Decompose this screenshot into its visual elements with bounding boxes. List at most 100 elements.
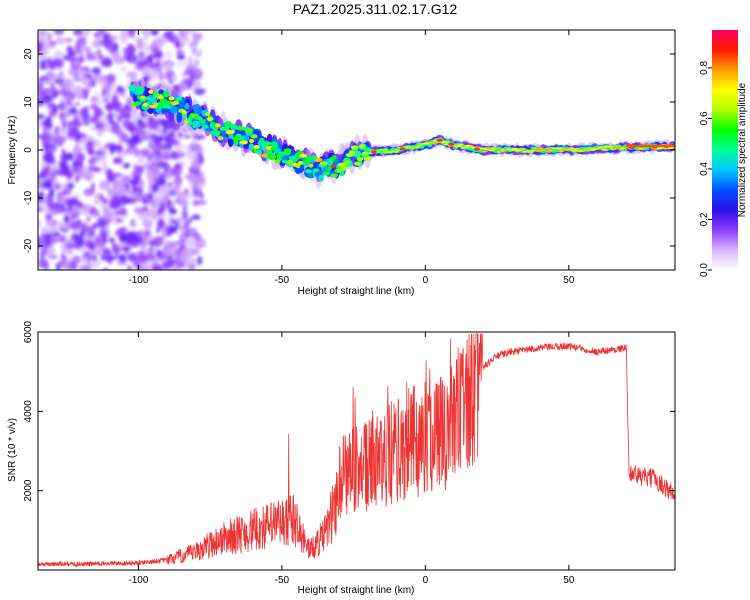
spectrogram-noise-blob (156, 117, 162, 124)
spectrogram-ridge-cell (340, 166, 349, 171)
spectrogram-ridge-cell (259, 137, 265, 142)
spectrogram-noise-blob (120, 66, 127, 72)
spectrogram-noise-blob (100, 58, 113, 68)
spectrogram-noise-blob (106, 73, 116, 82)
spectrogram-noise-blob (159, 192, 165, 199)
spectrogram-noise-blob (70, 78, 76, 90)
spectrogram-ridge-cell (302, 160, 309, 164)
spectrogram-ridge-cell (511, 147, 519, 150)
spectrogram-noise-blob (83, 105, 89, 116)
spectrogram-noise-blob (190, 159, 201, 171)
colorbar-tick-label: 0.0 (699, 263, 710, 277)
spectrogram-noise-blob (169, 225, 179, 233)
spectrogram-noise-blob (80, 223, 88, 231)
spectrogram-ridge-cell (322, 171, 331, 176)
spectrogram-noise-blob (83, 74, 93, 78)
spectrogram-noise-blob (175, 163, 183, 170)
spectrogram-ridge-cell (330, 173, 338, 178)
spectrogram-noise-blob (157, 176, 167, 187)
spectrogram-noise-blob (69, 220, 79, 230)
spectrogram-noise-blob (53, 30, 65, 36)
spectrogram-noise-blob (99, 76, 106, 81)
colorbar-tick-label: 0.6 (699, 111, 710, 125)
spectrogram-ridge-cell (304, 169, 312, 174)
spectrogram-noise-blob (187, 150, 197, 162)
spectrogram-noise-blob (152, 47, 160, 53)
spectrogram-noise-blob (47, 226, 59, 234)
spectrogram-noise-blob (191, 41, 197, 54)
spectrogram-ridge-cell (250, 134, 258, 139)
spectrogram-ridge-cell (356, 156, 364, 161)
spectrogram-ridge-cell (248, 143, 255, 151)
spectrogram-ridge-cell (643, 146, 650, 151)
spectrogram-ridge-cell (359, 144, 366, 149)
spectrogram-noise-blob (75, 152, 86, 162)
spectrogram-noise-blob (86, 262, 93, 268)
spectrogram-ridge (128, 78, 675, 189)
spectrogram-noise-blob (48, 187, 55, 197)
spectrogram-noise-blob (101, 197, 108, 204)
spectrogram-noise-blob (190, 77, 194, 86)
spectrogram-noise-blob (39, 251, 45, 259)
spectrogram-noise-blob (158, 61, 167, 69)
spectrogram-noise-blob (148, 193, 153, 199)
spectrogram-ridge-cell (283, 148, 292, 153)
spectrogram-noise-blob (99, 121, 105, 130)
spectrogram-noise-blob (138, 211, 150, 220)
spectrogram-noise-blob (191, 214, 201, 221)
spectrogram-noise-blob (43, 88, 54, 93)
spectrogram-noise-blob (48, 109, 57, 118)
snr-x-tick-label: -100 (128, 575, 148, 586)
spectrogram-noise-blob (75, 165, 85, 174)
spectrogram-noise-blob (175, 252, 187, 264)
spectrogram-noise-blob (55, 262, 61, 270)
spectrogram-noise-blob (155, 60, 161, 67)
spectrogram-noise-blob (68, 172, 74, 178)
spectrogram-noise-blob (187, 173, 198, 184)
spectrogram-ridge-cell (534, 149, 542, 152)
spectrogram-ridge-cell (140, 95, 146, 100)
spectrogram-noise-blob (183, 30, 196, 34)
spectrogram-noise-blob (127, 45, 137, 54)
spectrogram-x-tick-label: -100 (128, 275, 148, 286)
colorbar-tick-label: 0.2 (699, 212, 710, 226)
spectrogram-ridge-cell (614, 145, 623, 148)
spectrogram-noise-blob (126, 53, 138, 64)
spectrogram-y-tick-label: 20 (23, 48, 34, 60)
spectrogram-ridge-cell (243, 134, 250, 142)
spectrogram-noise-blob (144, 229, 151, 237)
spectrogram-noise-blob (86, 217, 91, 222)
spectrogram-ridge-cell (233, 139, 239, 147)
spectrogram-noise-blob (192, 80, 203, 89)
spectrogram-noise-blob (60, 153, 70, 163)
spectrogram-noise-blob (106, 173, 116, 183)
spectrogram-noise-blob (189, 141, 201, 153)
spectrogram-peak-cell (370, 150, 377, 154)
spectrogram-ridge-cell (295, 164, 301, 169)
spectrogram-noise-blob (68, 201, 74, 212)
spectrogram-noise-blob (162, 120, 173, 130)
snr-x-tick-label: -50 (275, 575, 290, 586)
spectrogram-noise-blob (163, 166, 170, 174)
spectrogram-noise-blob (40, 132, 50, 143)
spectrogram-noise-blob (83, 169, 94, 181)
spectrogram-noise-blob (78, 264, 84, 270)
spectrogram-noise-blob (53, 90, 58, 98)
spectrogram-noise-blob (105, 103, 112, 109)
spectrogram-noise-blob (91, 67, 101, 75)
spectrogram-noise-blob (116, 185, 127, 191)
spectrogram-noise-blob (180, 82, 189, 88)
spectrogram-peak-cell (330, 164, 337, 168)
spectrogram-noise-blob (94, 200, 99, 205)
spectrogram-noise-blob (144, 35, 149, 41)
spectrogram-noise-blob (54, 78, 65, 84)
spectrogram-noise-blob (102, 248, 110, 255)
spectrogram-noise-blob (187, 256, 197, 265)
spectrogram-ridge-cell (488, 149, 496, 152)
spectrogram-ridge-cell (162, 104, 171, 109)
spectrogram-ridge-cell (253, 145, 260, 149)
spectrogram-noise-blob (103, 208, 114, 220)
spectrogram-ridge-cell (128, 85, 137, 90)
spectrogram-ridge-cell (461, 146, 470, 149)
spectrogram-noise-blob (86, 52, 92, 61)
